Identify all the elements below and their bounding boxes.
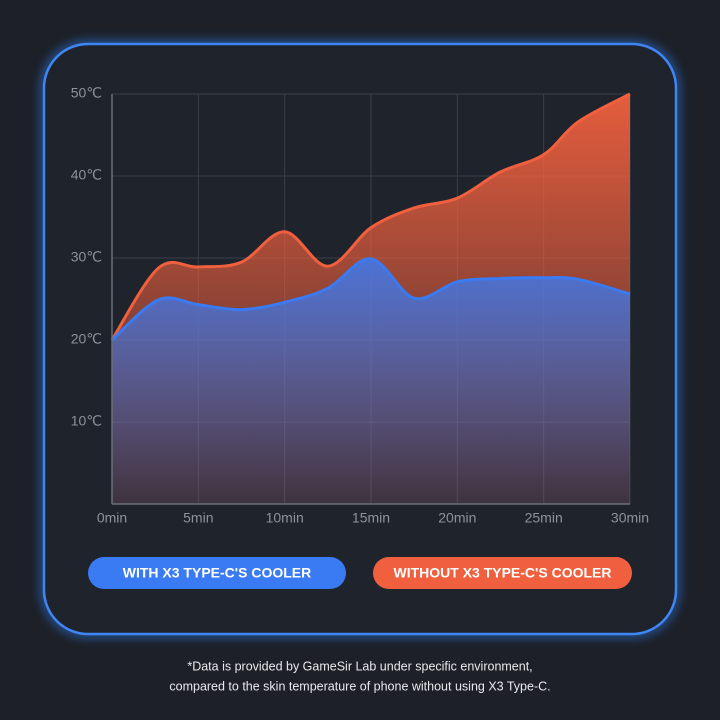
- x-tick-label: 15min: [352, 510, 390, 526]
- area: [112, 258, 630, 504]
- y-tick-label: 40℃: [71, 167, 102, 183]
- footnote: compared to the skin temperature of phon…: [169, 679, 550, 693]
- x-tick-label: 0min: [97, 510, 127, 526]
- y-tick-label: 20℃: [71, 331, 102, 347]
- plot: 10℃ 20℃ 30℃ 40℃ 50℃ 0min 5min 10min 15min 20min 25…: [71, 85, 649, 589]
- x-tick-label: 25min: [525, 510, 563, 526]
- y-tick-label: 30℃: [71, 249, 102, 265]
- footnote: *Data is provided by GameSir Lab under s…: [187, 659, 532, 673]
- y-tick-label: 10℃: [71, 413, 102, 429]
- x-tick-label: 5min: [183, 510, 213, 526]
- legend-label: WITH X3 TYPE-C'S COOLER: [123, 565, 311, 581]
- legend-pill: [373, 557, 632, 589]
- x-tick-label: 20min: [438, 510, 476, 526]
- legend-pill: [88, 557, 346, 589]
- line: [110, 92, 631, 341]
- legend-label: WITHOUT X3 TYPE-C'S COOLER: [393, 565, 611, 581]
- y-tick-label: 50℃: [71, 85, 102, 101]
- line: [110, 257, 631, 342]
- x-tick-label: 30min: [611, 510, 649, 526]
- x-tick-label: 10min: [266, 510, 304, 526]
